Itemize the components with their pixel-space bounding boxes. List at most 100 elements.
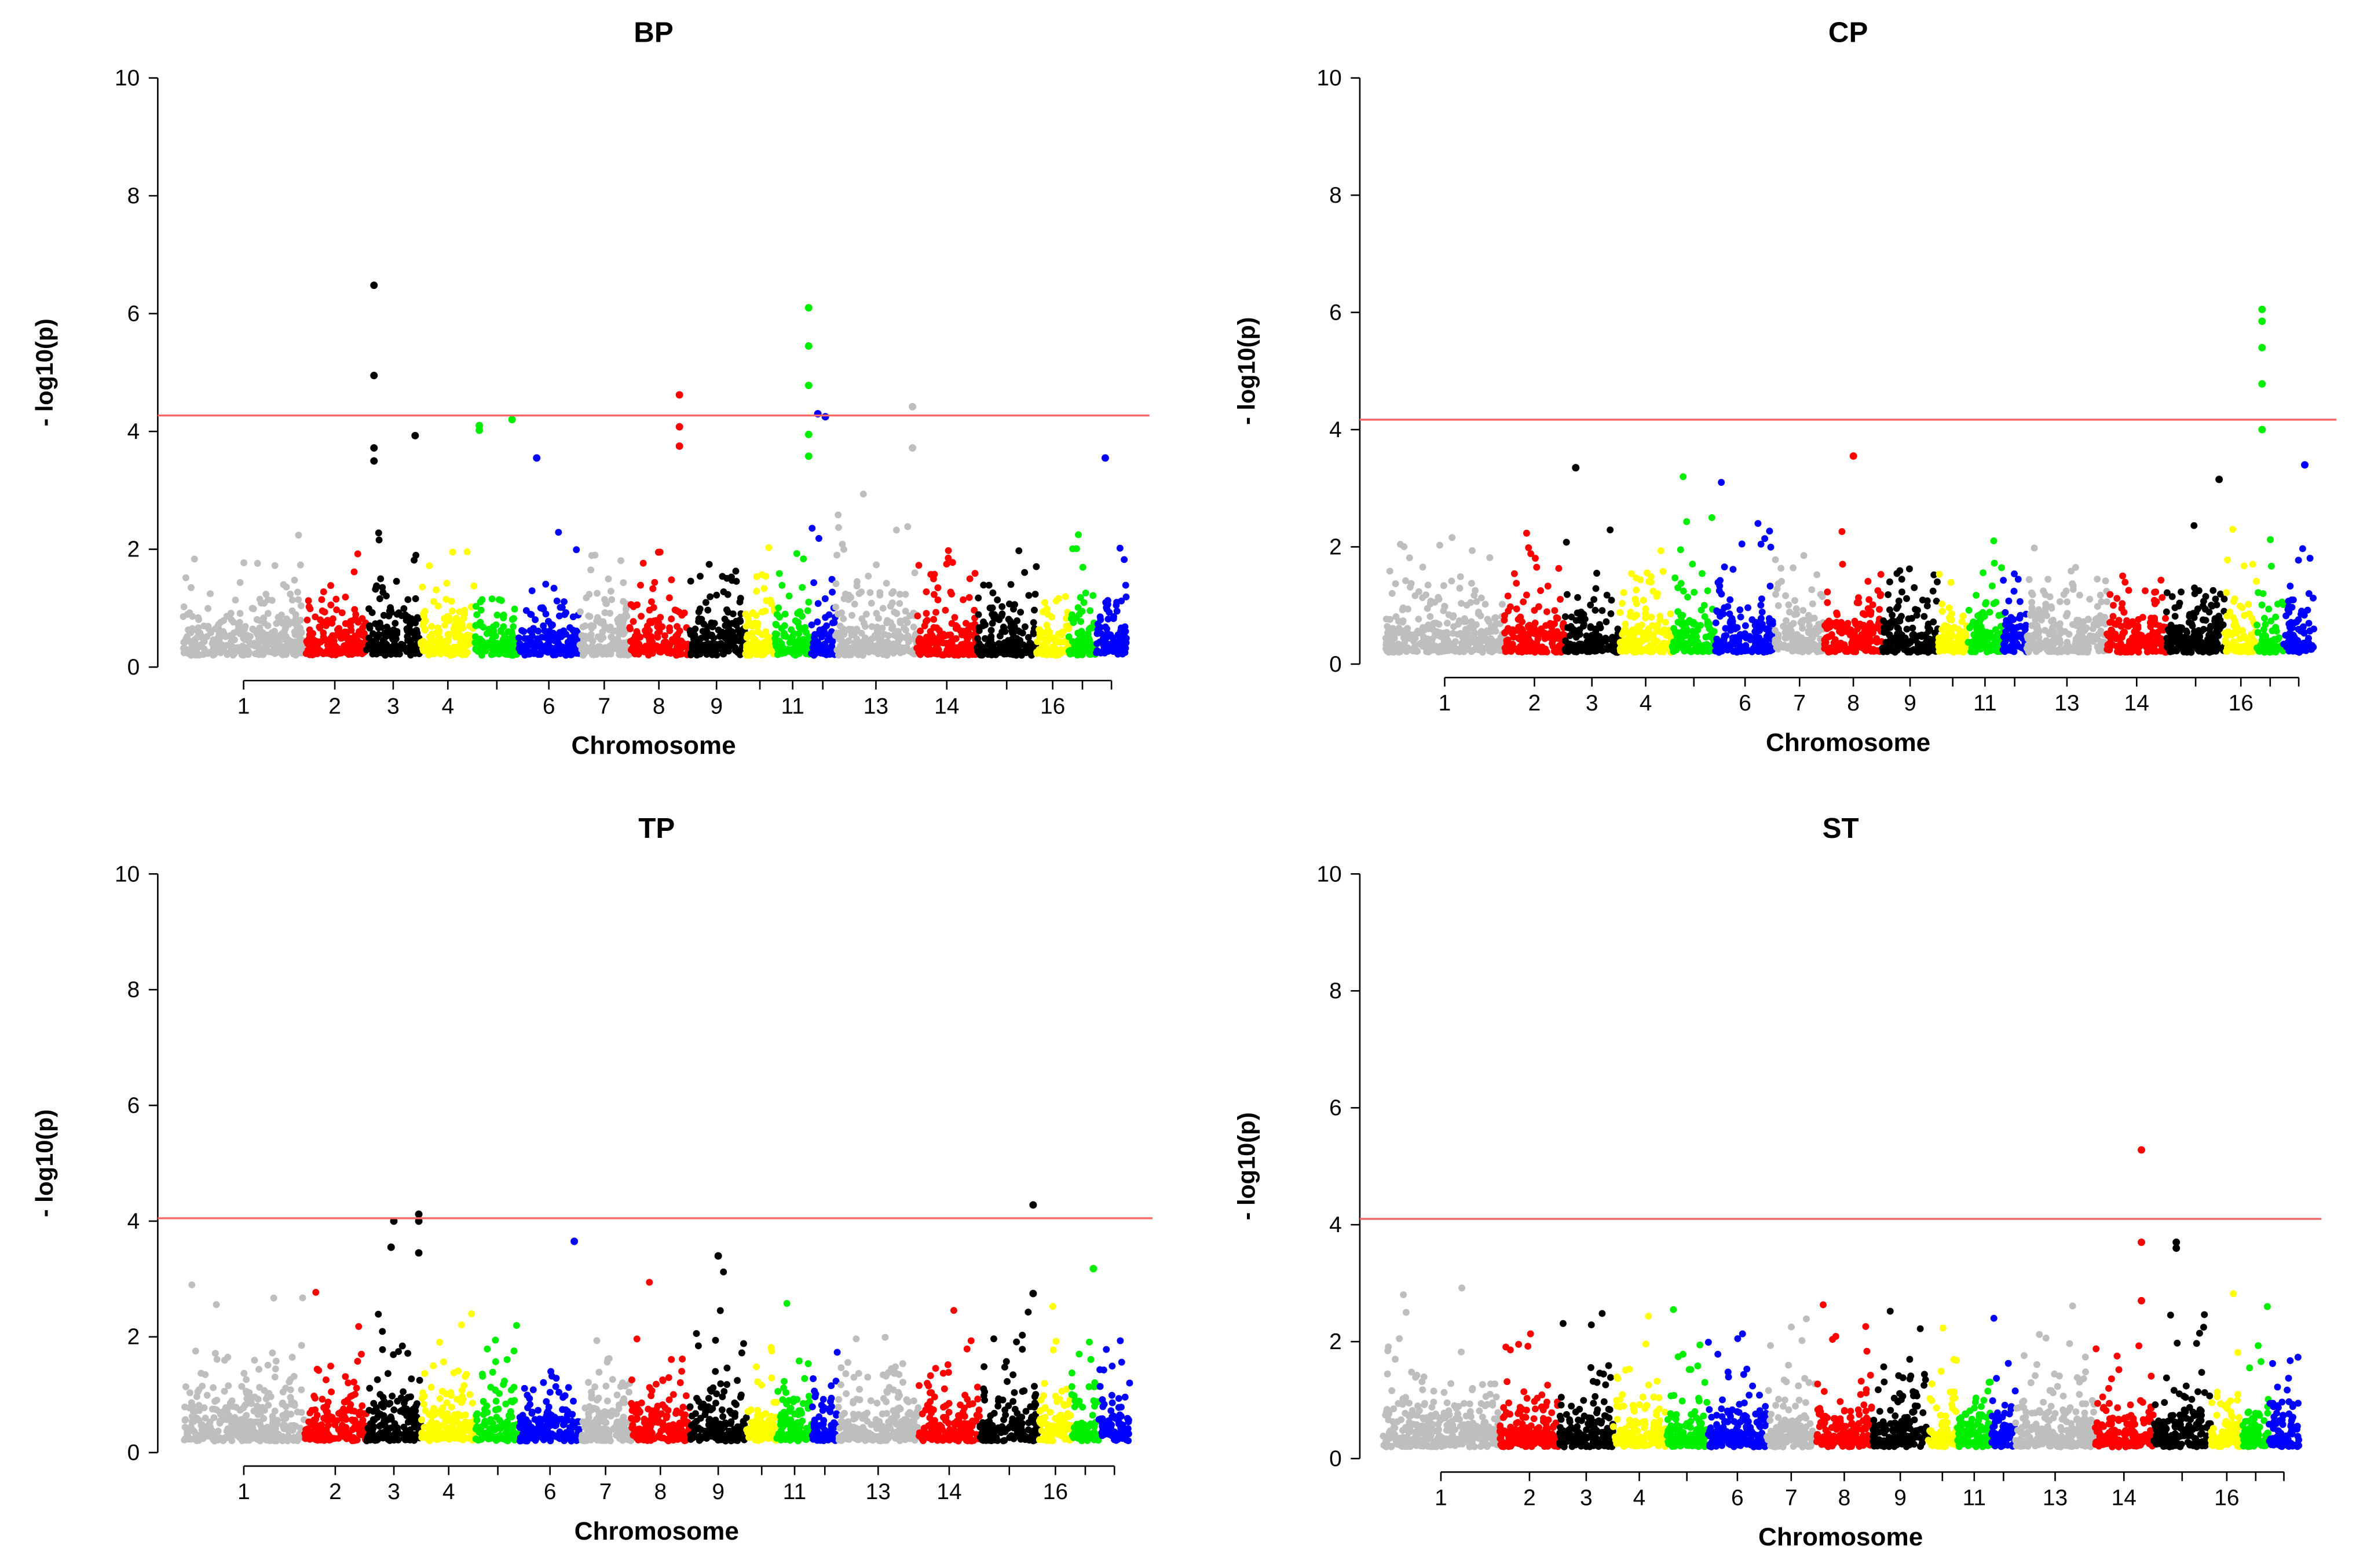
snp-point <box>2009 623 2016 631</box>
snp-point <box>762 607 769 615</box>
snp-point <box>942 606 949 614</box>
snp-point <box>2190 522 2198 529</box>
snp-point <box>1021 623 1029 631</box>
snp-point <box>799 584 806 591</box>
snp-point <box>1094 620 1102 628</box>
snp-point <box>583 647 591 654</box>
snp-point <box>472 622 480 629</box>
snp-point <box>1618 600 1626 607</box>
snp-point <box>426 562 433 570</box>
snp-point <box>1424 581 1432 589</box>
snp-point <box>288 596 296 604</box>
snp-point <box>737 595 744 602</box>
snp-point <box>477 647 485 655</box>
snp-point <box>1886 606 1893 614</box>
snp-point <box>1766 527 1773 535</box>
snp-point <box>1926 625 1933 633</box>
snp-point <box>1513 580 1520 587</box>
peak-snp-point <box>909 402 917 411</box>
snp-point <box>393 578 400 585</box>
snp-point <box>767 596 774 604</box>
snp-point <box>528 642 535 649</box>
y-tick-label: 2 <box>1329 534 1342 559</box>
snp-point <box>847 651 855 658</box>
snp-point <box>1048 650 1055 658</box>
snp-point <box>542 647 550 655</box>
snp-point <box>1785 601 1792 609</box>
snp-point <box>1551 607 1559 614</box>
snp-point <box>1958 618 1966 625</box>
snp-point <box>949 636 957 643</box>
snp-point <box>1086 607 1094 614</box>
snp-point <box>707 593 714 600</box>
snp-point <box>1535 603 1542 610</box>
snp-point <box>943 560 950 568</box>
y-tick-label: 8 <box>127 184 140 208</box>
snp-point <box>1616 609 1624 616</box>
snp-point <box>515 634 522 642</box>
snp-point <box>636 644 643 652</box>
snp-point <box>1677 546 1684 554</box>
snp-point <box>2106 641 2113 648</box>
snp-point <box>2094 576 2101 583</box>
snp-point <box>313 643 321 650</box>
snp-point <box>1523 638 1531 646</box>
peak-snp-point <box>1101 454 1109 462</box>
snp-point <box>1103 604 1110 611</box>
snp-point <box>796 608 804 616</box>
snp-point <box>965 594 973 601</box>
snp-point <box>1080 599 1088 606</box>
snp-point <box>2032 616 2039 624</box>
snp-point <box>1116 544 1124 552</box>
snp-point <box>1909 631 1916 639</box>
snp-point <box>1947 628 1955 635</box>
snp-point <box>982 621 989 629</box>
snp-point <box>1761 643 1768 650</box>
snp-point <box>347 643 354 650</box>
snp-point <box>2076 591 2083 599</box>
snp-point <box>725 609 732 616</box>
snp-point <box>1069 650 1077 657</box>
snp-point <box>1682 632 1690 639</box>
snp-point <box>1726 596 1734 603</box>
snp-point <box>1621 627 1629 635</box>
snp-point <box>814 600 822 607</box>
snp-point <box>1396 648 1404 655</box>
snp-point <box>1031 606 1038 614</box>
snp-point <box>890 631 898 639</box>
snp-point <box>1986 609 1993 616</box>
snp-point <box>1469 547 1476 554</box>
snp-point <box>254 559 261 567</box>
snp-point <box>250 605 257 613</box>
snp-point <box>1662 618 1669 626</box>
snp-point <box>236 630 244 638</box>
snp-point <box>2042 608 2049 616</box>
snp-point <box>1898 576 1905 583</box>
snp-point <box>1085 641 1092 649</box>
snp-point <box>1689 560 1696 568</box>
snp-point <box>2022 621 2029 629</box>
snp-point <box>500 614 507 622</box>
snp-point <box>1561 613 1569 621</box>
snp-point <box>765 544 773 551</box>
snp-point <box>614 619 622 627</box>
snp-point <box>1671 574 1679 581</box>
snp-point <box>321 609 328 616</box>
snp-point <box>1055 630 1062 638</box>
snp-point <box>859 490 867 498</box>
x-axis-label: Chromosome <box>571 731 736 760</box>
snp-point <box>1794 631 1801 639</box>
snp-point <box>1915 632 1923 640</box>
snp-point <box>850 643 858 651</box>
snp-point <box>1468 618 1475 625</box>
snp-point <box>635 650 642 658</box>
snp-point <box>1597 624 1604 632</box>
snp-point <box>2010 616 2017 623</box>
snp-point <box>260 614 268 622</box>
snp-point <box>852 628 859 635</box>
snp-point <box>689 646 696 653</box>
y-tick-label: 0 <box>1329 652 1342 677</box>
snp-point <box>419 583 426 591</box>
snp-point <box>1656 613 1664 620</box>
snp-point <box>2168 624 2175 631</box>
